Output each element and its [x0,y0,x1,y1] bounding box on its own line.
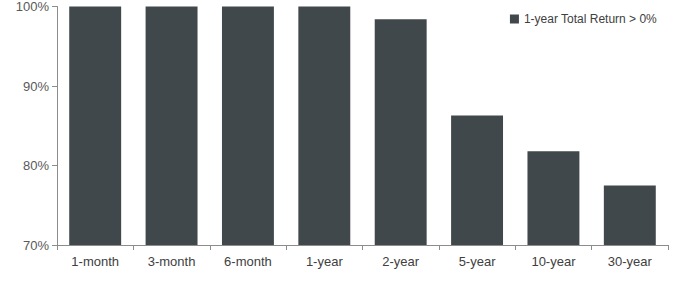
svg-text:2-year: 2-year [382,254,420,269]
svg-text:6-month: 6-month [224,254,272,269]
svg-text:1-year Total Return > 0%: 1-year Total Return > 0% [524,12,657,26]
svg-text:1-year: 1-year [306,254,344,269]
svg-text:30-year: 30-year [608,254,653,269]
svg-text:80%: 80% [23,158,49,173]
svg-text:1-month: 1-month [71,254,119,269]
svg-text:100%: 100% [16,0,50,14]
svg-text:3-month: 3-month [148,254,196,269]
svg-text:70%: 70% [23,238,49,253]
svg-text:10-year: 10-year [531,254,576,269]
svg-text:5-year: 5-year [459,254,497,269]
svg-text:90%: 90% [23,79,49,94]
